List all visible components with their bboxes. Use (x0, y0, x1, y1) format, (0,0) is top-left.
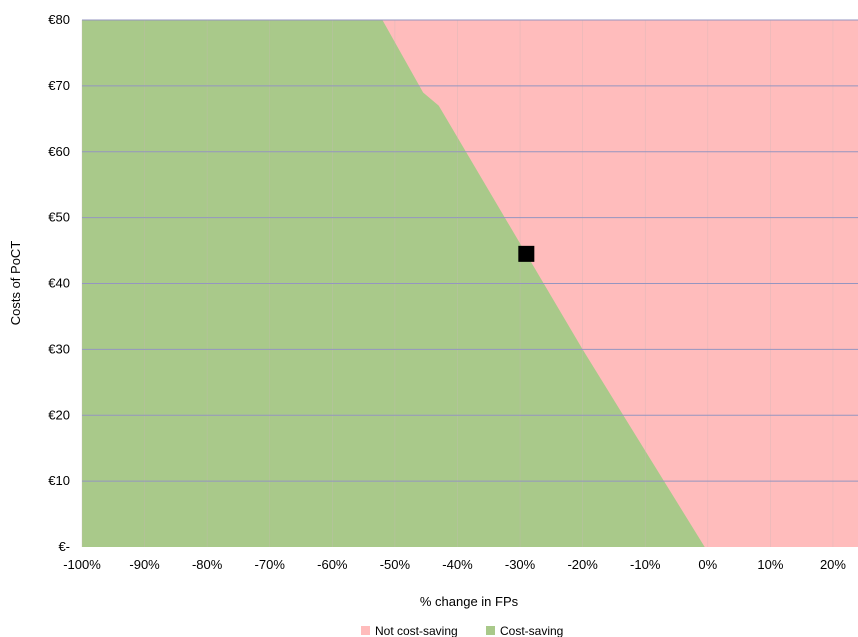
y-axis-title: Costs of PoCT (8, 241, 23, 326)
legend-swatch-not-cost-saving (361, 626, 370, 635)
y-tick-label: €50 (48, 210, 70, 225)
x-tick-label: -30% (505, 557, 536, 572)
x-axis-ticks: -100% -90% -80% -70% -60% -50% -40% -30% -20% -10… (63, 557, 846, 572)
x-tick-label: -10% (630, 557, 661, 572)
x-tick-label: 20% (820, 557, 846, 572)
y-tick-label: €- (58, 539, 70, 554)
data-point-marker (518, 245, 535, 262)
x-tick-label: -80% (192, 557, 223, 572)
x-tick-label: -100% (63, 557, 101, 572)
x-tick-label: -50% (380, 557, 411, 572)
legend-label-cost-saving: Cost-saving (500, 624, 563, 637)
y-tick-label: €20 (48, 407, 70, 422)
x-tick-label: -70% (255, 557, 286, 572)
legend-label-not-cost-saving: Not cost-saving (375, 624, 458, 637)
x-tick-label: -60% (317, 557, 348, 572)
gridlines (81, 19, 858, 547)
x-axis-title: % change in FPs (420, 594, 519, 609)
y-tick-label: €40 (48, 276, 70, 291)
y-tick-label: €60 (48, 144, 70, 159)
x-tick-label: 0% (698, 557, 717, 572)
y-tick-label: €70 (48, 78, 70, 93)
legend-swatch-cost-saving (486, 626, 495, 635)
x-tick-label: -40% (442, 557, 473, 572)
y-axis-ticks: €- €10 €20 €30 €40 €50 €60 €70 €80 (48, 12, 70, 554)
legend: Not cost-saving Cost-saving (361, 624, 563, 637)
x-tick-label: 10% (757, 557, 783, 572)
y-tick-label: €10 (48, 473, 70, 488)
y-tick-label: €80 (48, 12, 70, 27)
x-tick-label: -20% (567, 557, 598, 572)
x-tick-label: -90% (129, 557, 160, 572)
y-tick-label: €30 (48, 341, 70, 356)
